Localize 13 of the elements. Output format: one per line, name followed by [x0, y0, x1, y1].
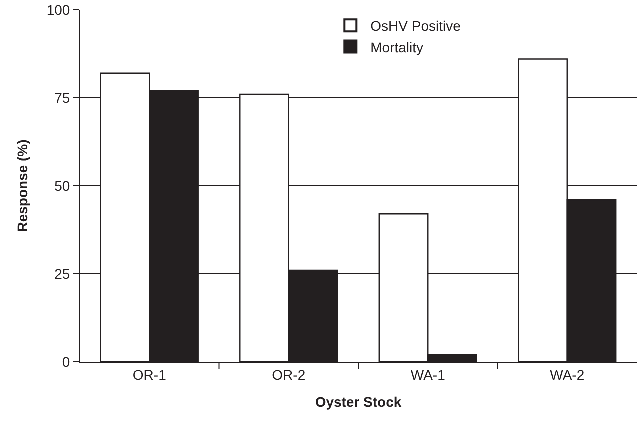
y-tick-label: 100 [46, 2, 70, 18]
legend-label: OsHV Positive [370, 18, 462, 34]
x-tick-label: WA-2 [550, 366, 585, 383]
y-tick-label: 0 [62, 354, 70, 370]
legend-label: Mortality [370, 39, 424, 56]
x-tick-label: OR-1 [132, 366, 167, 383]
x-tick-label: OR-2 [272, 366, 306, 383]
y-tick-label: 25 [54, 266, 70, 282]
x-axis-title: Oyster Stock [315, 394, 402, 410]
y-axis-title: Response (%) [14, 140, 30, 232]
y-tick-label: 75 [54, 90, 70, 106]
x-tick-label: WA-1 [410, 366, 446, 383]
y-tick-label: 50 [54, 178, 70, 194]
